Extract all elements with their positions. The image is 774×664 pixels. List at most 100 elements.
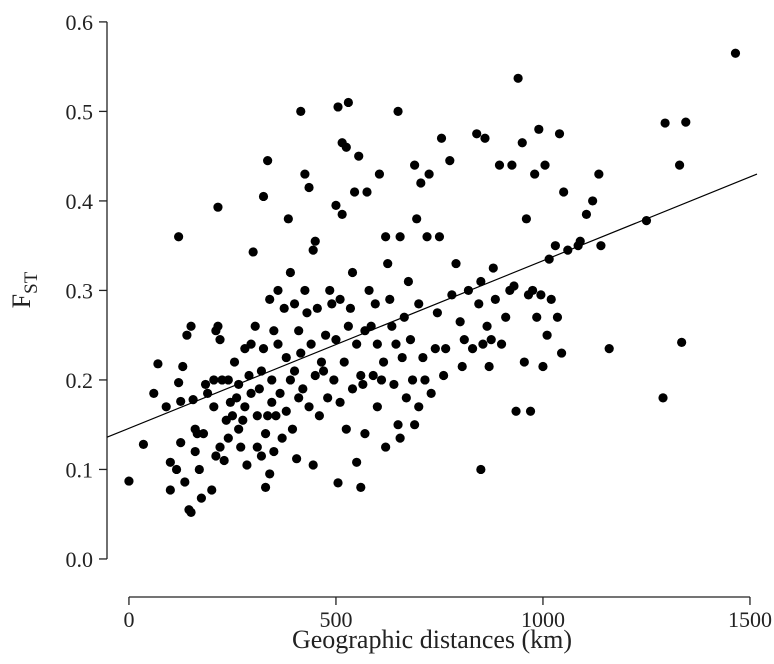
point [153,359,163,369]
point [339,357,349,367]
point [552,312,563,322]
point [207,485,217,495]
point [538,361,548,372]
point [211,451,221,461]
point [188,395,198,405]
point [285,375,296,385]
point [416,178,426,188]
point [325,285,335,296]
point [438,370,449,381]
point [658,393,668,403]
point [366,321,376,331]
point [372,402,382,412]
point [300,285,310,296]
point [362,187,372,197]
point [395,433,405,443]
point [294,326,304,336]
point [246,339,256,349]
point [256,451,267,461]
point [194,464,204,475]
point [347,267,358,278]
point [521,214,531,224]
point [459,335,469,345]
y-tick-label: 0.6 [66,10,94,35]
point [354,151,364,161]
point [596,241,606,251]
point [376,375,387,385]
point [513,73,523,83]
point [341,142,351,152]
point [414,402,424,412]
point [403,276,414,287]
point [296,348,306,358]
point [265,469,275,479]
point [467,344,478,354]
point [434,232,445,242]
point [273,339,283,349]
point [234,379,244,390]
point [581,209,592,219]
point [345,303,356,313]
point [263,411,273,421]
y-tick-label: 0.2 [66,368,94,393]
point [559,187,569,197]
y-tick-label: 0.3 [66,278,94,303]
point [258,191,269,202]
point [575,236,585,246]
point [445,156,455,166]
point [292,454,302,464]
point [331,200,341,210]
point [368,370,378,381]
point [265,294,275,304]
point [281,406,291,416]
point [418,352,428,363]
point [165,485,175,495]
point [391,339,401,349]
point [273,285,283,296]
point [476,464,486,475]
point [563,245,573,255]
point [244,370,254,381]
point [174,232,184,242]
point [536,290,546,300]
point [542,330,552,340]
point [304,402,314,412]
point [641,216,652,226]
point [246,388,256,398]
point [176,437,186,448]
point [588,196,598,206]
point [138,439,149,449]
point [310,236,320,246]
point [457,361,467,372]
point [209,402,219,412]
point [196,493,206,503]
point [227,411,238,421]
point [269,326,279,336]
point [320,330,331,340]
point [186,507,196,518]
point [472,129,482,139]
point [432,308,442,318]
point [436,133,447,143]
point [308,245,318,255]
point [252,442,262,452]
point [269,446,279,457]
point [333,478,343,488]
point [238,415,248,425]
point [231,393,242,403]
y-tick-label: 0.1 [66,457,94,482]
point [347,384,358,394]
point [258,344,269,354]
point [335,294,345,304]
point [399,312,409,322]
point [496,339,507,349]
point [387,321,397,331]
point [229,357,240,367]
point [234,424,244,434]
point [186,321,196,331]
point [501,312,511,322]
point [519,357,529,367]
point [252,411,262,421]
point [358,379,368,390]
